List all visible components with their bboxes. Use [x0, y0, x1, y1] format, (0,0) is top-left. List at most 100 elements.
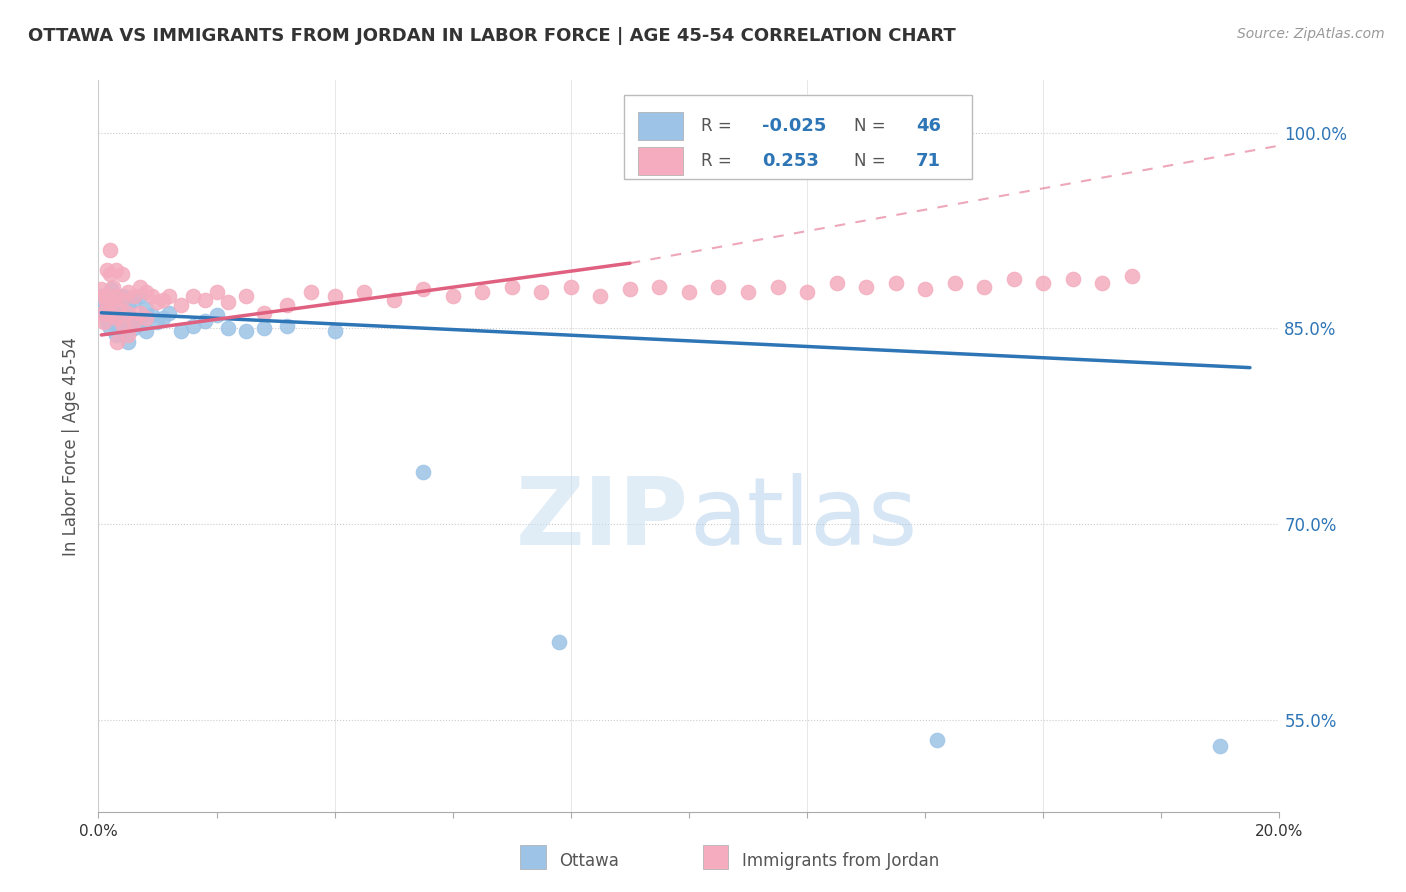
Point	[943, 276, 966, 290]
Point	[353, 285, 375, 299]
Point	[135, 324, 157, 338]
Point	[157, 289, 180, 303]
Text: 71: 71	[915, 152, 941, 169]
Text: Source: ZipAtlas.com: Source: ZipAtlas.com	[1237, 27, 1385, 41]
Point	[117, 298, 139, 312]
Point	[707, 279, 730, 293]
Point	[90, 289, 112, 303]
Text: 0.253: 0.253	[762, 152, 820, 169]
Point	[105, 289, 128, 303]
Point	[91, 295, 114, 310]
Point	[141, 309, 163, 323]
Point	[141, 289, 163, 303]
Point	[235, 289, 257, 303]
Point	[152, 293, 174, 307]
Text: Ottawa: Ottawa	[560, 852, 620, 870]
Point	[111, 306, 134, 320]
Point	[796, 285, 818, 299]
Point	[117, 306, 139, 320]
Point	[105, 289, 128, 303]
Point	[122, 321, 145, 335]
Point	[766, 279, 789, 293]
Text: R =: R =	[700, 152, 737, 169]
Point	[111, 293, 134, 307]
Point	[93, 301, 115, 316]
Text: N =: N =	[855, 152, 891, 169]
Point	[382, 293, 405, 307]
Point	[103, 279, 125, 293]
Point	[648, 279, 671, 293]
Point	[91, 306, 114, 320]
Point	[146, 295, 169, 310]
Point	[181, 289, 204, 303]
Point	[1062, 272, 1084, 286]
Point	[412, 465, 434, 479]
Point	[103, 301, 125, 316]
Point	[217, 321, 239, 335]
Point	[98, 306, 121, 320]
Text: Immigrants from Jordan: Immigrants from Jordan	[742, 852, 939, 870]
Point	[217, 295, 239, 310]
Point	[128, 306, 150, 320]
Point	[128, 315, 150, 329]
Point	[135, 311, 157, 326]
Point	[530, 285, 553, 299]
Point	[94, 309, 117, 323]
Point	[170, 324, 193, 338]
Point	[112, 289, 135, 303]
Point	[117, 285, 139, 299]
Point	[884, 276, 907, 290]
Text: -0.025: -0.025	[762, 117, 827, 135]
Point	[98, 293, 121, 307]
Point	[737, 285, 759, 299]
Text: atlas: atlas	[689, 473, 917, 566]
Point	[105, 311, 128, 326]
Point	[128, 279, 150, 293]
Point	[117, 334, 139, 349]
Point	[122, 315, 145, 329]
Point	[1032, 276, 1054, 290]
FancyBboxPatch shape	[638, 112, 683, 139]
Point	[276, 298, 298, 312]
Text: 46: 46	[915, 117, 941, 135]
Point	[299, 285, 322, 299]
Point	[94, 295, 117, 310]
Point	[276, 318, 298, 333]
Point	[323, 324, 346, 338]
Point	[100, 282, 122, 296]
Point	[98, 306, 121, 320]
Y-axis label: In Labor Force | Age 45-54: In Labor Force | Age 45-54	[62, 336, 80, 556]
Point	[105, 328, 128, 343]
Point	[253, 321, 276, 335]
Point	[973, 279, 995, 293]
Point	[205, 309, 228, 323]
Point	[128, 289, 150, 303]
Text: OTTAWA VS IMMIGRANTS FROM JORDAN IN LABOR FORCE | AGE 45-54 CORRELATION CHART: OTTAWA VS IMMIGRANTS FROM JORDAN IN LABO…	[28, 27, 956, 45]
Point	[135, 285, 157, 299]
Point	[122, 289, 145, 303]
Point	[441, 289, 464, 303]
Point	[412, 282, 434, 296]
Point	[1002, 272, 1025, 286]
Point	[170, 298, 193, 312]
Point	[157, 306, 180, 320]
Point	[548, 635, 571, 649]
Point	[108, 295, 131, 310]
Point	[100, 309, 122, 323]
Point	[112, 318, 135, 333]
Point	[678, 285, 700, 299]
Point	[925, 732, 948, 747]
Point	[117, 315, 139, 329]
Point	[914, 282, 936, 296]
Point	[253, 306, 276, 320]
Point	[96, 315, 118, 329]
Point	[96, 295, 118, 310]
Point	[1091, 276, 1114, 290]
Point	[619, 282, 641, 296]
Point	[1209, 739, 1232, 754]
FancyBboxPatch shape	[638, 147, 683, 175]
Point	[235, 324, 257, 338]
Point	[93, 315, 115, 329]
Point	[117, 328, 139, 343]
Point	[111, 324, 134, 338]
